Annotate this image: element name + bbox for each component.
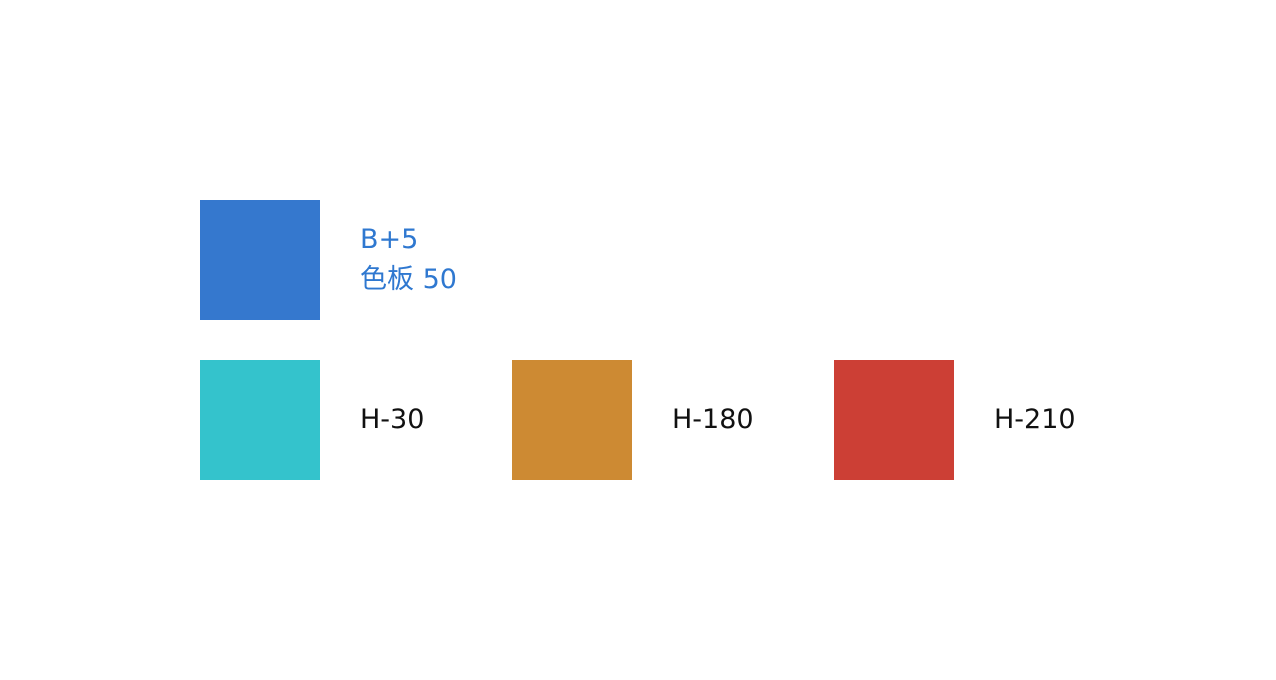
- variant-swatch-h210: [834, 360, 954, 480]
- variant-label-h210: H-210: [994, 404, 1076, 435]
- palette-label: 色板 50: [360, 264, 457, 295]
- variant-label-h180: H-180: [672, 404, 754, 435]
- variant-label-h30: H-30: [360, 404, 425, 435]
- primary-color-name: B+5: [360, 224, 419, 255]
- primary-color-swatch: [200, 200, 320, 320]
- variant-swatch-h180: [512, 360, 632, 480]
- variant-swatch-h30: [200, 360, 320, 480]
- primary-color-label: B+5 色板 50: [360, 220, 457, 300]
